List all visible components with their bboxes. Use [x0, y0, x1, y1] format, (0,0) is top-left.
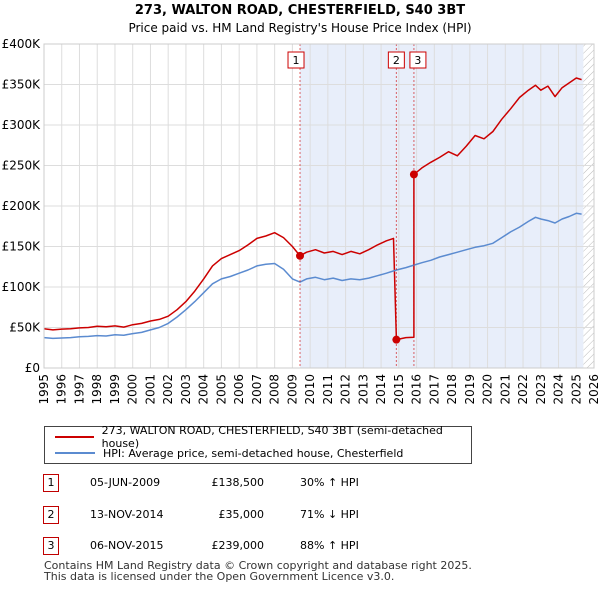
x-tick-label: 2004 [197, 374, 211, 405]
x-tick-label: 2002 [161, 374, 175, 405]
footer-copyright: Contains HM Land Registry data © Crown c… [44, 559, 472, 572]
x-tick-label: 2026 [587, 374, 600, 405]
x-tick-label: 1997 [72, 374, 86, 405]
x-tick-label: 2011 [321, 374, 335, 405]
x-tick-label: 2021 [498, 374, 512, 405]
x-tick-label: 2022 [516, 374, 530, 405]
footer-licence: This data is licensed under the Open Gov… [44, 570, 395, 583]
x-tick-label: 2010 [303, 374, 317, 405]
legend-property-label: 273, WALTON ROAD, CHESTERFIELD, S40 3BT … [101, 424, 443, 450]
sale-label: 1 [293, 54, 300, 67]
x-tick-label: 2019 [463, 374, 477, 405]
x-tick-label: 2016 [410, 374, 424, 405]
series-lines [43, 77, 582, 341]
x-tick-label: 2000 [126, 374, 140, 405]
y-tick-label: £100K [2, 280, 42, 294]
sale-markers: 1 2 3 [287, 44, 427, 368]
plot-frame [43, 43, 595, 369]
x-tick-label: 2007 [250, 374, 264, 405]
x-tick-label: 2012 [339, 374, 353, 405]
y-tick-label: £150K [2, 240, 42, 254]
transaction-date: 13-NOV-2014 [90, 508, 164, 521]
transaction-number: 3 [43, 537, 59, 555]
x-tick-label: 2025 [569, 374, 583, 405]
x-tick-label: 2009 [285, 374, 299, 405]
x-tick-label: 1996 [55, 374, 69, 405]
transaction-price: £35,000 [218, 508, 265, 521]
x-tick-label: 1998 [90, 374, 104, 405]
y-axis: £0 £50K £100K £150K £200K £250K £300K £350K £400… [2, 37, 42, 375]
legend-hpi-swatch [55, 452, 95, 454]
x-tick-label: 2008 [268, 374, 282, 405]
transaction-date: 05-JUN-2009 [90, 476, 161, 489]
sale-point [409, 170, 418, 179]
x-tick-label: 2024 [552, 374, 566, 405]
transaction-hpi: 71% ↓ HPI [300, 508, 359, 521]
sale-label: 3 [414, 54, 421, 67]
x-tick-label: 2023 [534, 374, 548, 405]
sale-label: 2 [393, 54, 400, 67]
property-price-line [43, 77, 582, 341]
legend: 273, WALTON ROAD, CHESTERFIELD, S40 3BT … [44, 424, 472, 464]
transaction-number: 2 [43, 506, 59, 524]
x-tick-label: 2001 [143, 374, 157, 405]
transaction-price: £138,500 [211, 476, 265, 489]
chart-subtitle: Price paid vs. HM Land Registry's House … [128, 21, 471, 35]
y-tick-label: £0 [25, 361, 40, 375]
sale-point [392, 335, 401, 344]
transaction-number: 1 [43, 474, 59, 492]
x-tick-label: 2018 [445, 374, 459, 405]
x-tick-label: 1995 [37, 374, 51, 405]
legend-property-swatch [55, 436, 94, 438]
transaction-hpi: 30% ↑ HPI [300, 476, 359, 489]
x-tick-label: 2013 [356, 374, 370, 405]
sale-label-box [409, 51, 427, 69]
sale-point [296, 251, 305, 260]
legend-item-hpi: HPI: Average price, semi-detached house,… [45, 445, 403, 461]
transaction-hpi: 88% ↑ HPI [300, 539, 359, 552]
x-axis: 1995 1996 1997 1998 1999 2000 2001 2002 2003 2004… [37, 374, 600, 405]
footer: Contains HM Land Registry data © Crown c… [44, 560, 472, 582]
y-tick-label: £300K [2, 118, 42, 132]
x-tick-label: 2020 [481, 374, 495, 405]
hpi-line [43, 212, 582, 340]
x-tick-label: 2003 [179, 374, 193, 405]
table-row: 2 13-NOV-2014 £35,000 71% ↓ HPI [0, 506, 600, 526]
y-tick-label: £250K [2, 159, 42, 173]
x-tick-label: 2005 [214, 374, 228, 405]
transaction-price: £239,000 [211, 539, 265, 552]
sale-label-box [387, 51, 405, 69]
chart-title: 273, WALTON ROAD, CHESTERFIELD, S40 3BT [135, 3, 465, 18]
table-row: 1 05-JUN-2009 £138,500 30% ↑ HPI [0, 474, 600, 494]
x-tick-label: 2006 [232, 374, 246, 405]
sale-label-box [287, 51, 305, 69]
y-tick-label: £350K [2, 78, 42, 92]
x-tick-label: 2015 [392, 374, 406, 405]
y-tick-label: £50K [9, 321, 41, 335]
legend-item-property: 273, WALTON ROAD, CHESTERFIELD, S40 3BT … [45, 424, 471, 450]
table-row: 3 06-NOV-2015 £239,000 88% ↑ HPI [0, 537, 600, 557]
transaction-date: 06-NOV-2015 [90, 539, 164, 552]
price-chart: 273, WALTON ROAD, CHESTERFIELD, S40 3BT … [2, 3, 600, 405]
y-tick-label: £400K [2, 37, 42, 51]
x-tick-label: 1999 [108, 374, 122, 405]
x-tick-label: 2017 [427, 374, 441, 405]
legend-hpi-label: HPI: Average price, semi-detached house,… [103, 446, 404, 460]
x-tick-label: 2014 [374, 374, 388, 405]
y-tick-label: £200K [2, 199, 42, 213]
